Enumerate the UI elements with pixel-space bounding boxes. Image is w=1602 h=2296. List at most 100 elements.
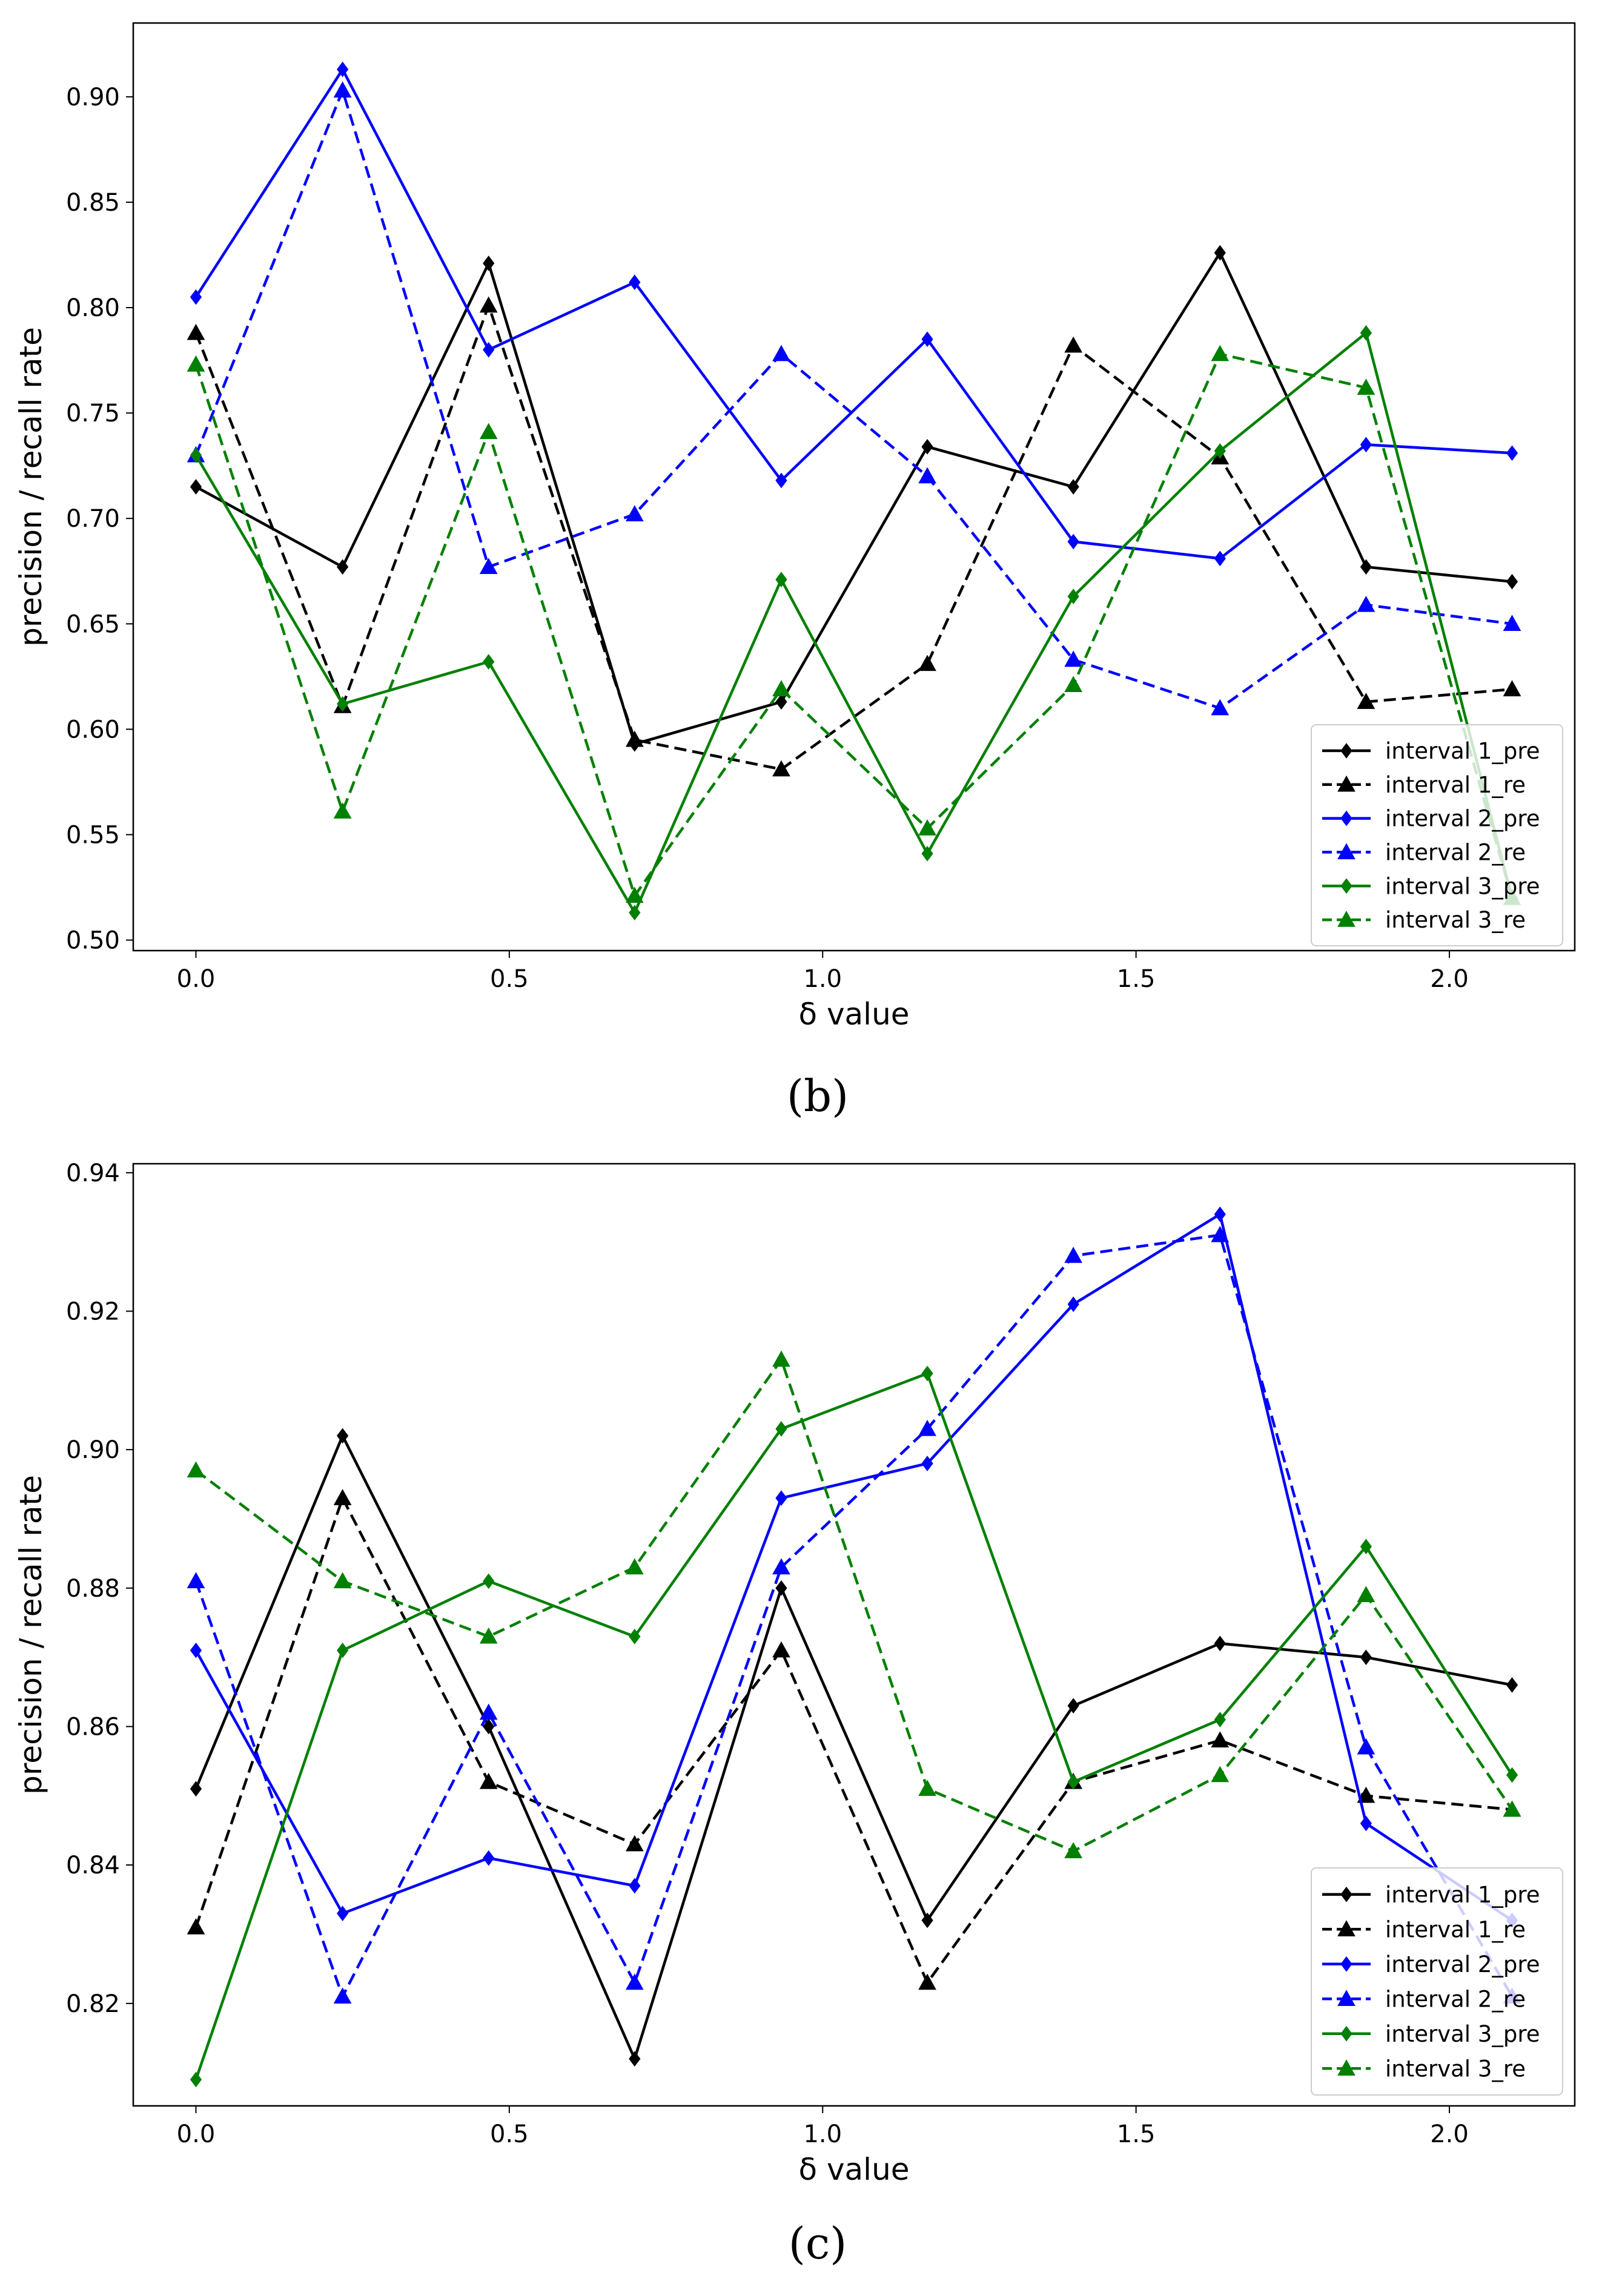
legend-swatch-marker	[1337, 1920, 1355, 1936]
series-line	[194, 331, 1514, 914]
axes: 0.0 0.5 1.0 1.5 2.0 0.50 0.55 0.60 0.65 0.70 0.75 0…	[13, 84, 1469, 1032]
y-tick-label: 0.82	[66, 1990, 120, 2018]
series-interval-3_re	[187, 345, 1521, 905]
y-tick-label: 0.55	[66, 822, 120, 849]
data-point	[187, 1461, 205, 1478]
x-tick-label: 2.0	[1430, 2120, 1469, 2148]
panel-label: (c)	[789, 2218, 847, 2269]
legend-entry-label: interval 2_pre	[1385, 806, 1540, 832]
data-point	[918, 467, 936, 484]
data-point	[336, 1428, 349, 1444]
data-point	[1211, 1226, 1230, 1242]
data-point	[1064, 1842, 1083, 1858]
data-point	[1067, 479, 1079, 495]
x-tick-label: 1.0	[803, 965, 842, 993]
x-axis-label: δ value	[798, 997, 909, 1032]
y-tick-label: 0.90	[66, 1436, 120, 1464]
series-line	[194, 1233, 1514, 1998]
data-point	[629, 2051, 641, 2067]
data-point	[336, 1642, 349, 1658]
data-point	[921, 1912, 933, 1928]
data-point	[1067, 589, 1079, 604]
series-line	[194, 1434, 1512, 2060]
data-point	[1360, 437, 1372, 453]
legend-entry-label: interval 1_pre	[1385, 738, 1540, 764]
legend-entry-label: interval 3_re	[1385, 2056, 1526, 2082]
data-point	[333, 1987, 352, 2004]
panels: 0.0 0.5 1.0 1.5 2.0 0.50 0.55 0.60 0.65 0.70 0.75 0…	[13, 22, 1576, 2269]
data-point	[1067, 1296, 1079, 1312]
data-point	[918, 1419, 936, 1436]
data-point	[625, 730, 644, 747]
y-tick-label: 0.80	[66, 294, 120, 322]
data-point	[479, 1772, 498, 1789]
data-point	[187, 323, 205, 340]
x-axis-label: δ value	[798, 2152, 909, 2187]
data-point	[775, 572, 787, 588]
data-point	[1357, 595, 1375, 612]
chart-panel-1: 0.0 0.5 1.0 1.5 2.0 0.50 0.55 0.60 0.65 0.70 0.75 0…	[13, 22, 1576, 1121]
data-point	[1357, 378, 1375, 395]
data-point	[775, 472, 787, 489]
y-tick-label: 0.92	[66, 1298, 120, 1326]
data-point	[1357, 693, 1375, 709]
data-point	[921, 846, 933, 862]
data-point	[1214, 1635, 1226, 1652]
y-axis-label: precision / recall rate	[13, 327, 48, 647]
y-tick-label: 0.75	[66, 400, 120, 427]
y-tick-label: 0.86	[66, 1713, 120, 1741]
data-point	[775, 1580, 787, 1596]
series-line	[194, 1496, 1512, 1984]
data-point	[190, 479, 202, 495]
legend-swatch-marker	[1340, 2025, 1352, 2042]
data-point	[1211, 699, 1230, 716]
data-point	[1067, 533, 1079, 550]
series-interval-2_pre	[190, 61, 1518, 567]
legend-entry-label: interval 3_pre	[1385, 2021, 1540, 2047]
data-point	[772, 1558, 790, 1575]
x-tick-label: 1.0	[803, 2120, 842, 2148]
x-tick-label: 0.0	[177, 2120, 216, 2148]
data-point	[1064, 650, 1083, 667]
axes-frame	[132, 1163, 1576, 2107]
data-point	[190, 447, 202, 463]
data-point	[625, 505, 644, 521]
series-line	[194, 1372, 1514, 2080]
data-point	[775, 1490, 787, 1506]
data-point	[336, 1905, 349, 1922]
data-point	[479, 423, 498, 440]
data-point	[625, 1835, 644, 1852]
y-axis-label: precision / recall rate	[13, 1475, 48, 1795]
data-point	[479, 558, 498, 575]
data-point	[483, 1573, 495, 1589]
y-tick-label: 0.84	[66, 1852, 120, 1879]
data-point	[479, 1627, 498, 1644]
data-point	[190, 2071, 202, 2088]
data-point	[479, 1703, 498, 1720]
data-point	[1506, 573, 1518, 590]
series-line	[195, 1358, 1514, 1853]
y-tick-label: 0.65	[66, 610, 120, 638]
data-point	[1360, 325, 1372, 341]
data-point	[1214, 1712, 1226, 1727]
data-point	[1064, 676, 1083, 692]
data-point	[190, 1781, 202, 1797]
panel-label: (b)	[787, 1070, 849, 1121]
data-point	[775, 1421, 787, 1437]
data-point	[1067, 1774, 1079, 1790]
y-tick-label: 0.70	[66, 505, 120, 533]
data-point	[772, 760, 790, 777]
legend-entry-label: interval 1_pre	[1385, 1882, 1540, 1908]
data-point	[483, 256, 495, 271]
data-point	[772, 680, 790, 696]
data-point	[918, 819, 936, 836]
legend-entry-label: interval 2_pre	[1385, 1951, 1540, 1978]
data-point	[1506, 445, 1518, 461]
x-tick-label: 0.0	[177, 965, 216, 993]
legend-entry-label: interval 2_re	[1385, 839, 1526, 865]
legend-box	[1311, 1867, 1563, 2096]
data-point	[625, 886, 644, 903]
data-point	[1360, 1815, 1372, 1832]
data-point	[336, 559, 349, 575]
data-point	[187, 355, 205, 372]
